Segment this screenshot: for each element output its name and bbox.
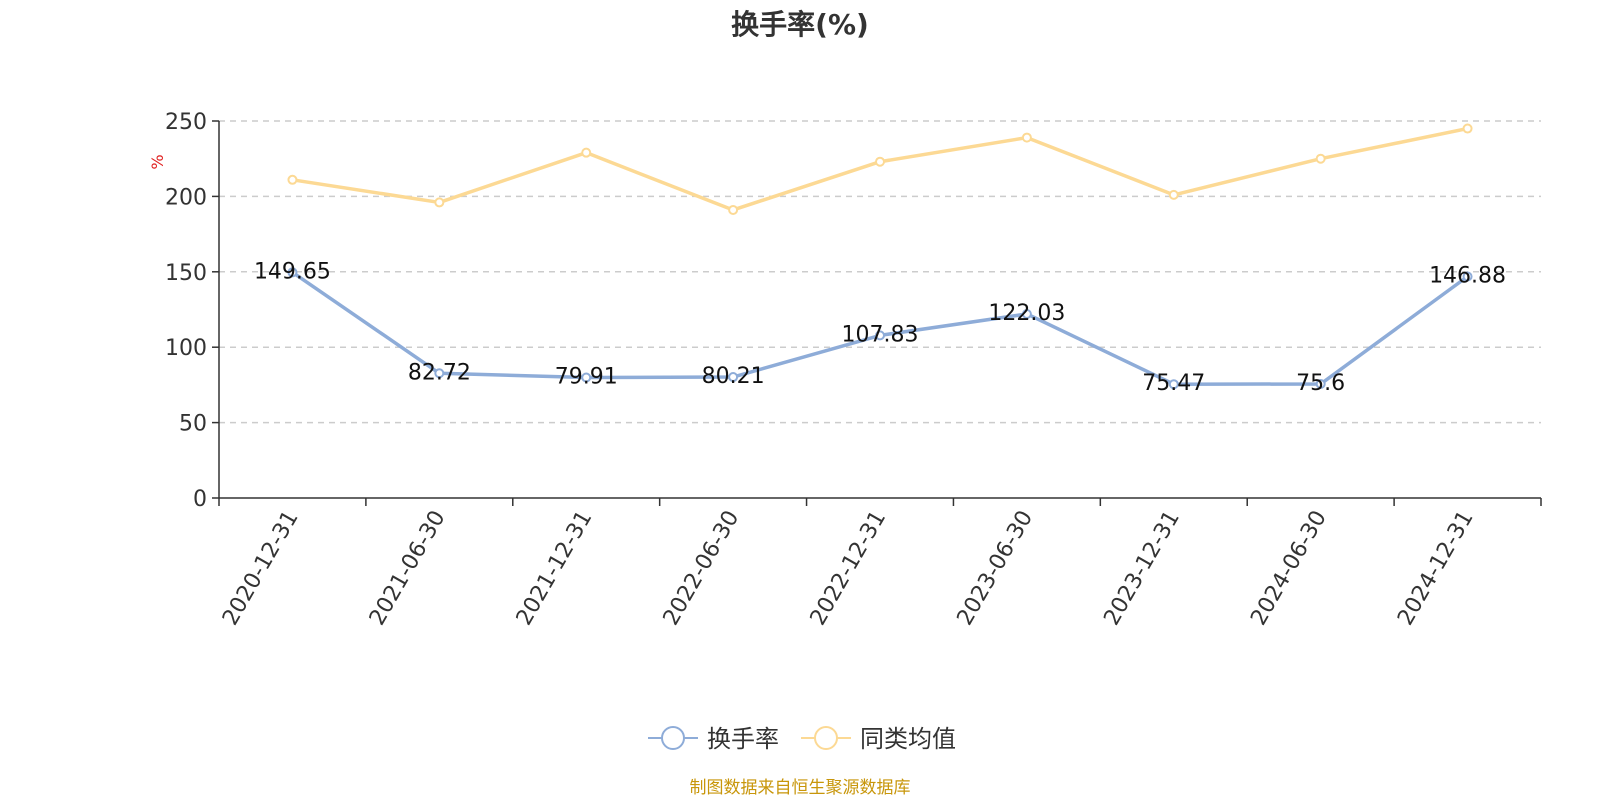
legend-marker-1 — [814, 726, 838, 750]
legend-marker-0 — [661, 726, 685, 750]
series-1-point-7 — [1315, 153, 1326, 164]
x-tick-label-2021-06-30: 2021-06-30 — [365, 507, 451, 630]
y-tick-label-200: 200 — [165, 185, 207, 210]
data-label-2: 79.91 — [555, 364, 618, 389]
series-1-point-5 — [1021, 132, 1032, 143]
y-axis-ticks: 0 50 100 150 200 250 — [165, 110, 219, 512]
data-label-1: 82.72 — [408, 360, 471, 385]
y-tick-label-0: 0 — [193, 487, 207, 512]
data-source-note: 制图数据来自恒生聚源数据库 — [690, 778, 911, 798]
series-group — [287, 123, 1473, 390]
x-tick-label-2023-12-31: 2023-12-31 — [1099, 507, 1185, 630]
chart-title: 换手率(%) — [731, 8, 869, 41]
series-0-point-4 — [875, 330, 885, 341]
series-0-point-5 — [1021, 308, 1032, 319]
y-tick-label-50: 50 — [179, 412, 207, 437]
y-tick-label-250: 250 — [165, 110, 207, 135]
series-1-point-0 — [287, 174, 298, 185]
data-labels: 149.65 82.72 79.91 80.21 107.83 122.03 75.47 75… — [254, 259, 1506, 396]
x-tick-label-2022-12-31: 2022-12-31 — [806, 507, 892, 630]
legend[interactable]: 换手率 同类均值 — [648, 725, 956, 753]
series-1-point-6 — [1168, 189, 1179, 200]
data-label-3: 80.21 — [702, 364, 765, 389]
legend-item-1[interactable]: 同类均值 — [801, 725, 956, 753]
x-axis-ticks: 2020-12-31 2021-06-30 2021-12-31 2022-06-30… — [218, 498, 1542, 630]
legend-label-1: 同类均值 — [860, 725, 956, 753]
data-label-6: 75.47 — [1142, 371, 1205, 396]
x-tick-label-2024-06-30: 2024-06-30 — [1246, 507, 1332, 630]
legend-item-0[interactable]: 换手率 — [648, 725, 779, 753]
series-0-point-8 — [1462, 271, 1473, 282]
x-tick-label-2024-12-31: 2024-12-31 — [1393, 507, 1479, 630]
data-label-8: 146.88 — [1429, 264, 1506, 289]
series-1-point-3 — [728, 204, 739, 215]
data-label-4: 107.83 — [842, 322, 919, 347]
legend-label-0: 换手率 — [707, 725, 779, 753]
series-0-point-3 — [728, 372, 739, 383]
series-1-point-1 — [434, 197, 445, 208]
x-tick-label-2021-12-31: 2021-12-31 — [512, 507, 598, 630]
series-1-point-4 — [875, 156, 885, 167]
data-label-0: 149.65 — [254, 259, 331, 284]
y-tick-label-100: 100 — [165, 336, 207, 361]
x-tick-label-2023-06-30: 2023-06-30 — [953, 507, 1039, 630]
x-tick-label-2022-06-30: 2022-06-30 — [659, 507, 745, 630]
series-0-point-7 — [1315, 378, 1326, 389]
axes — [218, 121, 1541, 499]
series-line-1 — [292, 126, 1468, 212]
series-0-point-0 — [287, 267, 298, 278]
y-tick-label-150: 150 — [165, 261, 207, 286]
series-0-point-1 — [434, 368, 445, 379]
data-label-7: 75.6 — [1296, 371, 1345, 396]
series-0-point-2 — [581, 372, 592, 383]
y-axis-unit-label: % — [148, 154, 167, 169]
x-tick-label-2020-12-31: 2020-12-31 — [218, 507, 304, 630]
gridlines — [219, 120, 1541, 424]
series-1-point-2 — [581, 147, 592, 158]
data-label-5: 122.03 — [988, 301, 1065, 326]
series-0-point-6 — [1168, 379, 1179, 390]
series-1-point-8 — [1462, 123, 1473, 134]
